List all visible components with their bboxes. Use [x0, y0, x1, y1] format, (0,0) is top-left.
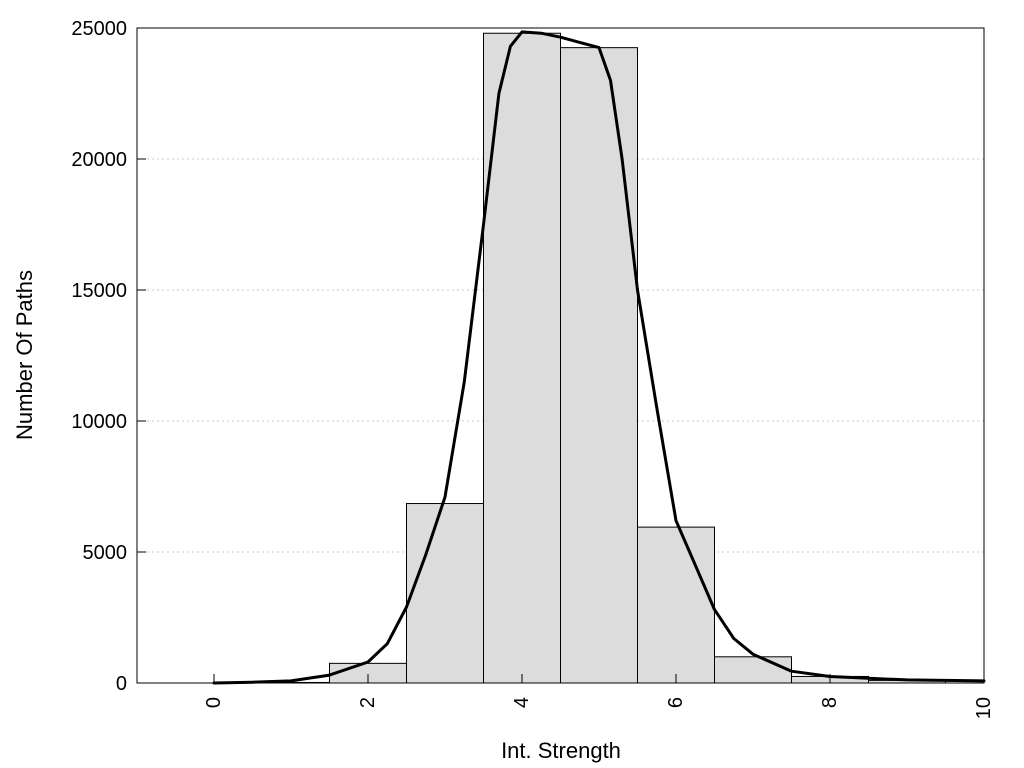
y-tick-label: 5000 — [83, 542, 128, 564]
x-tick-label: 4 — [511, 697, 533, 708]
y-tick-label: 25000 — [71, 18, 127, 40]
fit-curve — [212, 30, 986, 685]
y-tick-labels: 0 5000 10000 15000 20000 25000 — [71, 18, 127, 695]
grid-lines — [137, 158, 984, 553]
y-axis-label: Number Of Paths — [12, 270, 37, 440]
y-tick-label: 15000 — [71, 280, 127, 302]
y-tick-label: 0 — [116, 673, 127, 695]
histogram-bar — [637, 526, 715, 684]
x-tick-label: 8 — [819, 697, 841, 708]
histogram-bar — [714, 656, 792, 684]
y-tick-label: 20000 — [71, 149, 127, 171]
x-tick-label: 0 — [203, 697, 225, 708]
x-tick-label: 2 — [357, 697, 379, 708]
histogram-bars — [252, 32, 946, 684]
x-axis-label: Int. Strength — [501, 738, 621, 763]
x-tick-label: 6 — [665, 697, 687, 708]
x-tick-labels: 0 2 4 6 8 10 — [203, 697, 995, 719]
x-tick-label: 10 — [973, 697, 995, 719]
y-tick-label: 10000 — [71, 411, 127, 433]
histogram-bar — [406, 503, 484, 684]
histogram-bar — [560, 47, 638, 684]
plot-frame — [136, 27, 985, 684]
